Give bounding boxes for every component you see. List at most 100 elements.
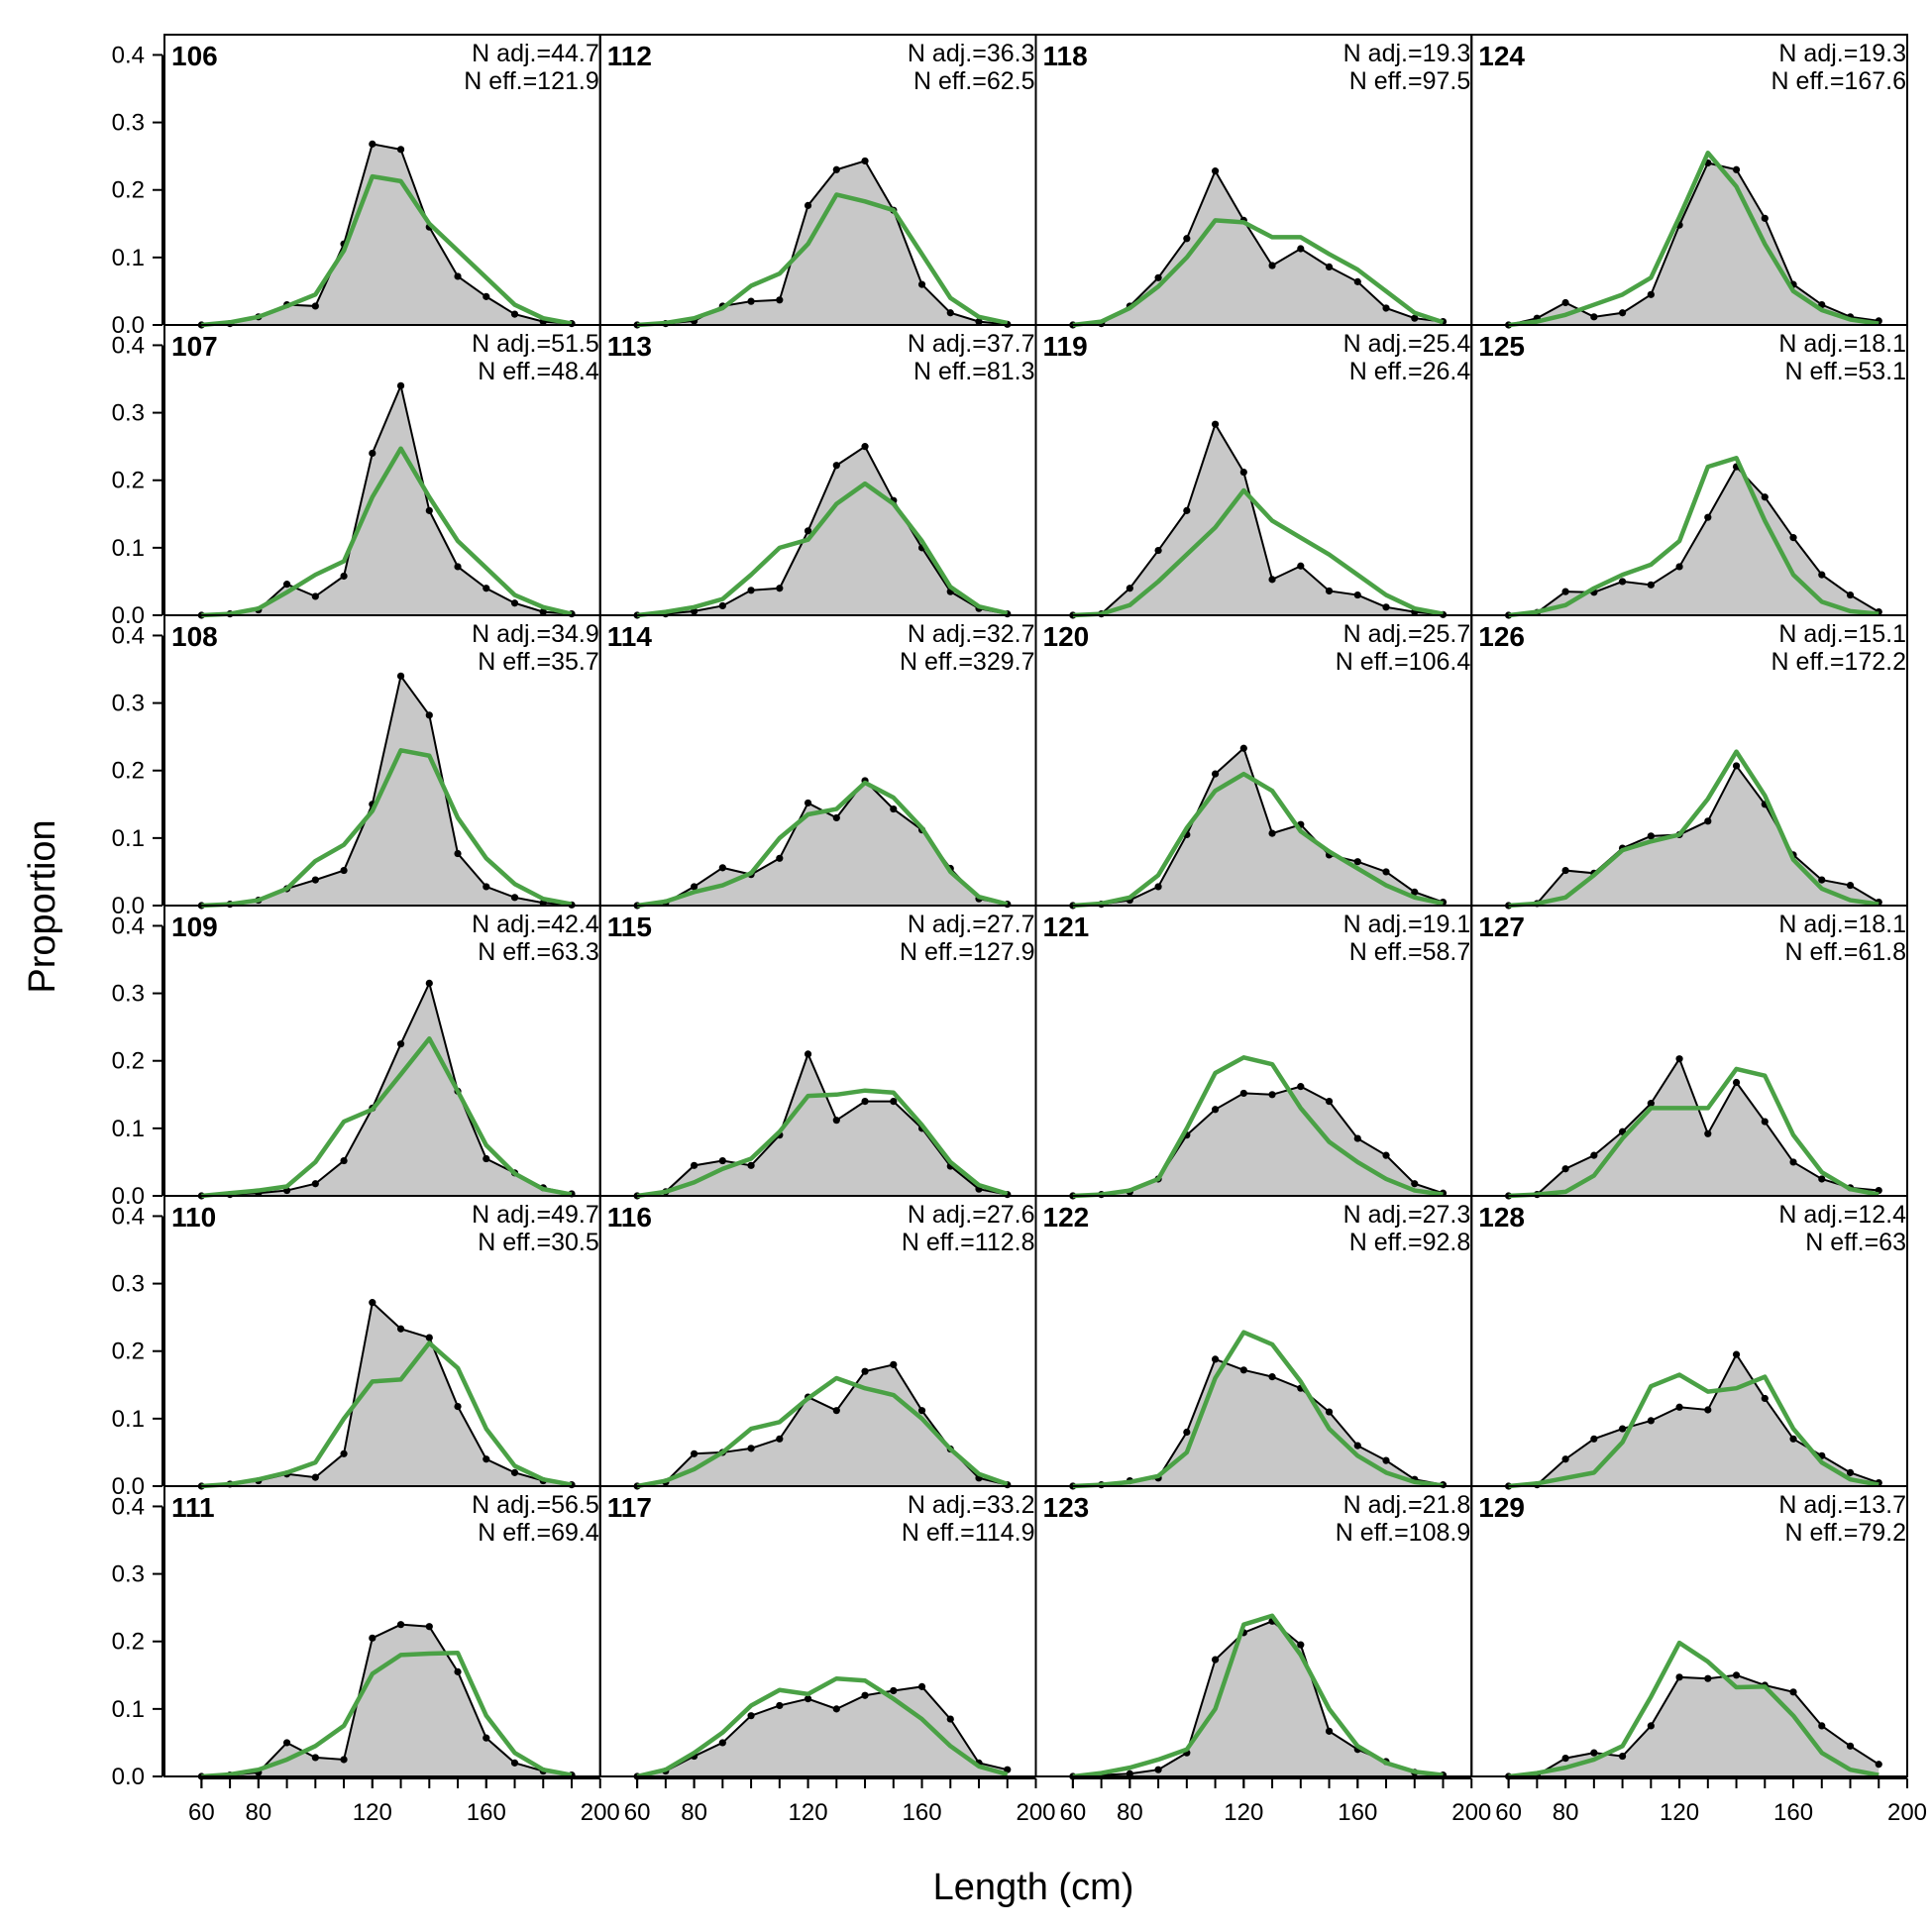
observed-area	[201, 144, 573, 325]
observed-point	[804, 201, 812, 209]
observed-point	[483, 1734, 490, 1742]
panels-layer: 106 N adj.=44.7N eff.=121.9 107 N adj.=51.5…	[163, 34, 1908, 1780]
observed-point	[1325, 1408, 1334, 1416]
x-axis-col-1: 60 80 120 160 200	[188, 1777, 620, 1826]
observed-point	[1325, 587, 1334, 595]
panel-label: 122	[1043, 1202, 1090, 1233]
panel-label: 111	[171, 1492, 215, 1523]
observed-point	[861, 1367, 869, 1375]
x-tick-label: 200	[1887, 1799, 1927, 1826]
observed-point	[1297, 245, 1305, 253]
panel-121: 121 N adj.=19.1N eff.=58.7	[1034, 905, 1473, 1200]
y-tick-label: 0.4	[112, 42, 145, 68]
observed-point	[1732, 165, 1741, 173]
n-eff-label: N eff.=172.2	[1771, 648, 1906, 676]
observed-point	[1675, 1403, 1683, 1411]
panel-110: 110 N adj.=49.7N eff.=30.5	[163, 1195, 601, 1490]
panel-label: 116	[607, 1202, 652, 1233]
observed-point	[917, 1682, 926, 1690]
observed-point	[1154, 1766, 1162, 1773]
n-eff-label: N eff.=92.8	[1349, 1229, 1471, 1256]
observed-point	[1647, 581, 1655, 589]
n-adj-label: N adj.=19.3	[1778, 40, 1906, 67]
n-adj-label: N adj.=33.2	[908, 1491, 1035, 1519]
observed-point	[1183, 235, 1191, 243]
n-adj-label: N adj.=44.7	[472, 40, 599, 67]
observed-point	[832, 813, 840, 822]
observed-point	[1239, 744, 1247, 752]
observed-point	[483, 1154, 490, 1163]
y-tick-label: 0.3	[112, 1561, 145, 1588]
panel-label: 114	[607, 621, 653, 652]
x-tick-label: 120	[1224, 1799, 1263, 1826]
panel-123: 123 N adj.=21.8N eff.=108.9	[1034, 1485, 1473, 1780]
observed-line	[1508, 161, 1879, 326]
observed-line	[1508, 465, 1879, 616]
n-adj-label: N adj.=36.3	[908, 40, 1035, 67]
observed-point	[1732, 762, 1741, 770]
panel-label: 118	[1043, 41, 1088, 71]
observed-point	[690, 883, 698, 891]
observed-point	[832, 165, 840, 173]
expected-line	[1508, 749, 1879, 909]
observed-point	[804, 1695, 812, 1703]
observed-point	[1411, 314, 1419, 322]
panel-label: 120	[1043, 621, 1090, 652]
n-eff-label: N eff.=58.7	[1349, 938, 1471, 966]
observed-point	[776, 585, 784, 592]
observed-point	[282, 1739, 291, 1747]
observed-point	[747, 1445, 755, 1452]
observed-line	[1072, 168, 1444, 326]
observed-point	[539, 607, 547, 616]
expected-line	[636, 1088, 1009, 1199]
axes-layer: 0.00.10.20.30.40.00.10.20.30.40.00.10.20…	[112, 42, 1927, 1826]
observed-point	[804, 1050, 812, 1058]
observed-point	[747, 1712, 755, 1720]
y-tick-label: 0.1	[112, 1696, 145, 1723]
observed-point	[1239, 468, 1247, 477]
observed-point	[1875, 1761, 1882, 1769]
panel-label: 127	[1478, 912, 1525, 942]
observed-point	[1818, 1722, 1826, 1730]
observed-point	[1590, 1151, 1598, 1159]
expected-line	[636, 1675, 1009, 1779]
observed-area	[637, 1686, 1008, 1776]
observed-line	[637, 445, 1008, 616]
observed-point	[861, 443, 869, 451]
observed-point	[1590, 1749, 1598, 1757]
observed-point	[454, 563, 462, 571]
y-tick-label: 0.0	[112, 602, 145, 629]
expected-line	[1072, 771, 1444, 909]
expected-line	[201, 748, 573, 909]
observed-point	[1239, 1089, 1247, 1098]
panel-106: 106 N adj.=44.7N eff.=121.9	[163, 34, 601, 329]
observed-point	[1675, 1673, 1683, 1681]
panel-118: 118 N adj.=19.3N eff.=97.5	[1034, 34, 1473, 329]
n-adj-label: N adj.=15.1	[1778, 620, 1906, 648]
observed-point	[1211, 1106, 1220, 1114]
observed-point	[311, 1754, 319, 1762]
y-tick-label: 0.0	[112, 1764, 145, 1790]
observed-line	[1508, 1056, 1879, 1197]
n-adj-label: N adj.=21.8	[1343, 1491, 1471, 1519]
panel-label: 109	[171, 912, 218, 942]
observed-point	[454, 1402, 462, 1411]
observed-point	[1704, 1129, 1712, 1137]
observed-point	[1268, 1373, 1276, 1381]
x-axis-col-4: 60 80 120 160 200	[1495, 1777, 1927, 1826]
observed-point	[1126, 585, 1133, 592]
y-tick-label: 0.1	[112, 245, 145, 271]
panel-label: 107	[171, 331, 218, 362]
observed-point	[396, 146, 405, 154]
n-eff-label: N eff.=62.5	[913, 67, 1035, 95]
n-adj-label: N adj.=56.5	[472, 1491, 599, 1519]
panel-112: 112 N adj.=36.3N eff.=62.5	[598, 34, 1037, 329]
observed-point	[917, 280, 926, 288]
n-eff-label: N eff.=114.9	[902, 1519, 1035, 1547]
observed-point	[1353, 1442, 1361, 1449]
y-tick-label: 0.4	[112, 622, 145, 649]
n-eff-label: N eff.=81.3	[913, 358, 1035, 385]
panel-label: 124	[1478, 41, 1525, 71]
observed-area	[1072, 1621, 1444, 1776]
observed-point	[510, 894, 519, 902]
